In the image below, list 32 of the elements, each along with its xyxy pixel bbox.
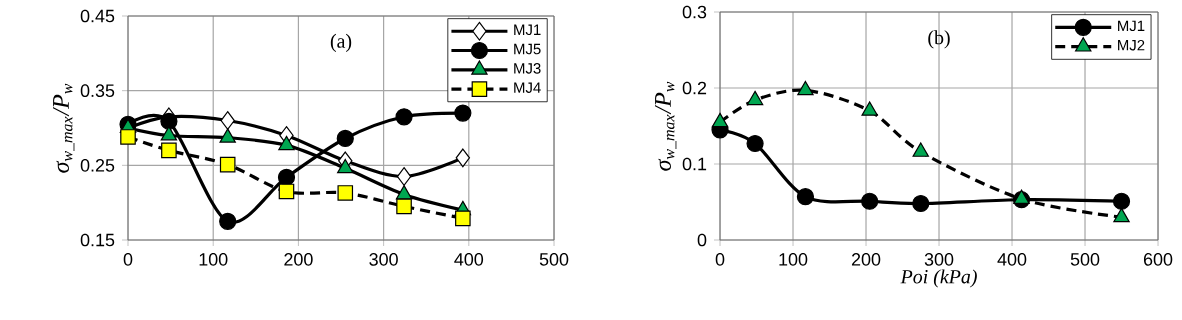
x-tick-label: 200 — [284, 253, 313, 266]
y-axis-title: σ$_{w_max}$/P$_{w}$ — [53, 83, 75, 173]
x-tick-label: 500 — [1070, 253, 1100, 266]
x-tick-label: 300 — [924, 253, 954, 266]
y-tick-label: 0 — [697, 233, 707, 247]
y-tick-label: 0.35 — [80, 84, 115, 98]
x-tick-label: 0 — [123, 253, 133, 266]
y-tick-label: 0.45 — [80, 9, 115, 23]
y-tick-label: 0.1 — [682, 157, 707, 171]
y-tick-label: 0.15 — [80, 233, 115, 247]
annotation: (b) — [928, 30, 950, 49]
x-tick-label: 300 — [369, 253, 398, 266]
legend-label: MJ2 — [1118, 39, 1145, 51]
y-tick-label: 0.3 — [682, 5, 707, 19]
y-axis-title: σ$_{w_max}$/P$_{w}$ — [654, 81, 677, 171]
legend-label: MJ4 — [514, 82, 541, 93]
x-tick-label: 0 — [715, 253, 725, 266]
legend-label: MJ5 — [514, 43, 541, 55]
x-tick-label: 100 — [199, 253, 228, 266]
y-tick-label: 0.25 — [80, 158, 115, 172]
x-tick-label: 100 — [779, 253, 808, 266]
x-tick-label: 400 — [454, 253, 484, 266]
annotation: (a) — [330, 33, 352, 52]
y-tick-label: 0.2 — [682, 81, 707, 95]
x-tick-label: 600 — [1143, 253, 1173, 266]
legend-label: MJ1 — [1118, 20, 1145, 32]
x-tick-label: 500 — [539, 253, 569, 266]
legend-label: MJ1 — [514, 24, 541, 36]
x-tick-label: 200 — [851, 253, 881, 266]
legend-label: MJ3 — [514, 63, 541, 74]
x-axis-title: Poi (kPa) — [900, 269, 977, 288]
x-tick-label: 400 — [997, 253, 1027, 266]
